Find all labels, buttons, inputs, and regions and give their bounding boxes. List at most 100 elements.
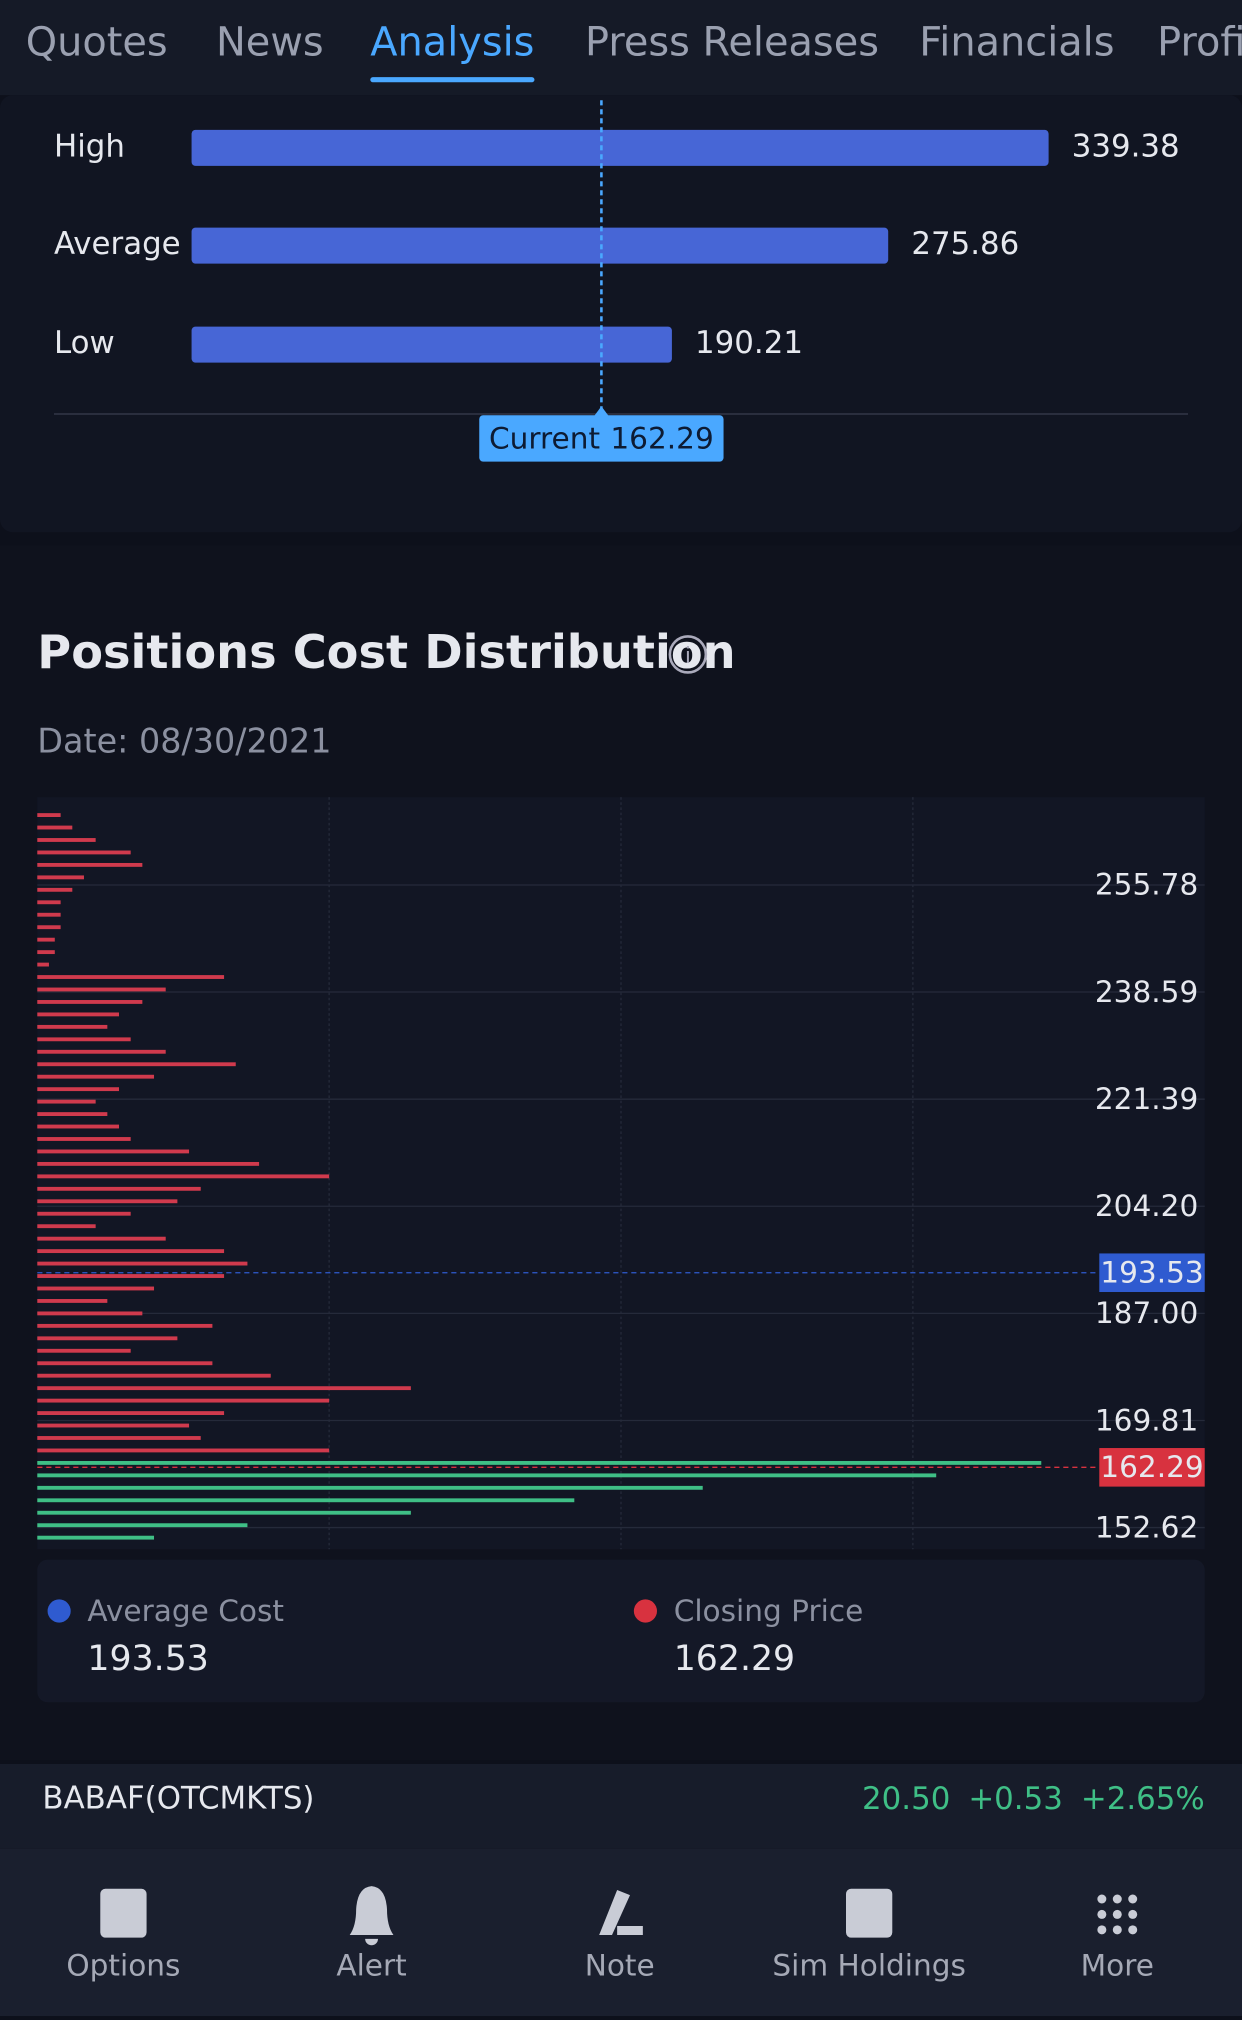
tab[interactable]: News [216, 20, 324, 66]
cost-bar [37, 1286, 155, 1291]
cost-bar [37, 1398, 330, 1403]
cost-bar [37, 1485, 703, 1490]
ticker-bar[interactable] [0, 1764, 1242, 1849]
cost-bar [37, 1311, 143, 1316]
cost-bar [37, 1137, 131, 1141]
target-value: 190.21 [695, 325, 803, 361]
legend-dot [633, 1599, 657, 1623]
target-label: Average [54, 226, 181, 262]
ticker-symbol: BABAF(OTCMKTS) [42, 1781, 314, 1817]
tab-underline [370, 77, 535, 83]
cost-bar [37, 1161, 260, 1166]
nav-icon [1128, 1894, 1138, 1904]
target-panel [0, 95, 1242, 533]
cost-bar [37, 1473, 937, 1478]
cost-bar [37, 1535, 155, 1540]
chart-date: Date: 08/30/2021 [37, 722, 331, 761]
cost-bar [37, 1074, 155, 1079]
chart-title: Positions Cost Distribution [37, 625, 735, 679]
cost-bar [37, 1448, 330, 1453]
closing-price-badge-text: 162.29 [1100, 1450, 1203, 1484]
legend-value: 193.53 [87, 1639, 208, 1679]
cost-bar [37, 1261, 248, 1266]
legend-label: Average Cost [87, 1594, 284, 1628]
cost-bar [37, 950, 55, 955]
cost-bar [37, 1224, 96, 1229]
nav-icon [1128, 1909, 1138, 1919]
cost-bar [37, 887, 73, 892]
cost-bar [37, 1348, 131, 1353]
tab[interactable]: Analysis [370, 20, 534, 66]
cost-bar [37, 813, 61, 818]
cost-bar [37, 975, 225, 979]
cost-bar [37, 900, 61, 905]
cost-bar [37, 838, 96, 842]
cost-bar [37, 987, 166, 992]
nav-label[interactable]: Note [585, 1949, 655, 1983]
nav-label[interactable]: Sim Holdings [772, 1949, 966, 1983]
ticker-change-pct: +2.65% [1081, 1781, 1205, 1817]
target-bar [191, 129, 1049, 166]
tab[interactable]: Press Releases [585, 20, 879, 66]
y-tick-label: 238.59 [1095, 975, 1198, 1009]
tab[interactable]: Quotes [26, 20, 168, 66]
target-value: 339.38 [1072, 128, 1180, 164]
cost-bar [37, 1249, 225, 1254]
cost-bar [37, 1436, 201, 1440]
cost-bar [37, 925, 61, 930]
current-badge [479, 415, 724, 462]
cost-bar [37, 1000, 143, 1004]
legend-dot [47, 1599, 71, 1623]
average-cost-badge-text: 193.53 [1100, 1256, 1203, 1290]
cost-bar [37, 1236, 166, 1241]
target-label: High [54, 128, 125, 164]
cost-bar [37, 1037, 131, 1042]
cost-bar [37, 1299, 108, 1303]
cost-bar [37, 1274, 225, 1278]
tab[interactable]: Financials [919, 20, 1114, 66]
cost-bar [37, 875, 84, 880]
nav-icon [1097, 1925, 1107, 1935]
info-icon-i: i [685, 644, 691, 669]
ticker-change: +0.53 [968, 1781, 1063, 1817]
cost-bar [37, 1323, 213, 1328]
nav-icon [1097, 1909, 1107, 1919]
cost-bar [37, 1099, 96, 1104]
cost-bar [37, 912, 61, 917]
nav-label[interactable]: Options [66, 1949, 180, 1983]
cost-bar [37, 1049, 166, 1054]
current-label: Current [489, 421, 600, 455]
nav-icon [100, 1888, 147, 1938]
nav-icon [1112, 1909, 1122, 1919]
nav-icon [349, 1886, 394, 1946]
ticker-quote: 20.50 +0.53 +2.65% [862, 1781, 1205, 1817]
target-bar [191, 227, 889, 264]
cost-bar [37, 1386, 411, 1391]
cost-bar [37, 1199, 178, 1204]
y-tick-label: 169.81 [1095, 1403, 1198, 1437]
nav-label[interactable]: Alert [336, 1949, 406, 1983]
target-bar [191, 326, 672, 363]
tab[interactable]: Profile [1157, 20, 1242, 66]
y-tick-label: 221.39 [1095, 1082, 1198, 1116]
cost-bar [37, 1124, 120, 1129]
closing-price-badge [1099, 1448, 1205, 1487]
y-tick-label: 204.20 [1095, 1189, 1198, 1223]
cost-bar [37, 1174, 330, 1179]
cost-bar [37, 1510, 411, 1515]
target-value: 275.86 [911, 226, 1019, 262]
cost-bar [37, 1498, 575, 1503]
nav-icon [599, 1890, 643, 1935]
nav-label[interactable]: More [1081, 1949, 1154, 1983]
cost-bar [37, 1336, 178, 1341]
target-label: Low [54, 325, 115, 361]
cost-bar [37, 825, 73, 830]
cost-bar [37, 1012, 120, 1017]
cost-bar [37, 850, 131, 855]
tab-bar [0, 0, 1242, 96]
info-icon[interactable] [668, 635, 708, 674]
nav-icon [1112, 1925, 1122, 1935]
nav-icon [1097, 1894, 1107, 1904]
